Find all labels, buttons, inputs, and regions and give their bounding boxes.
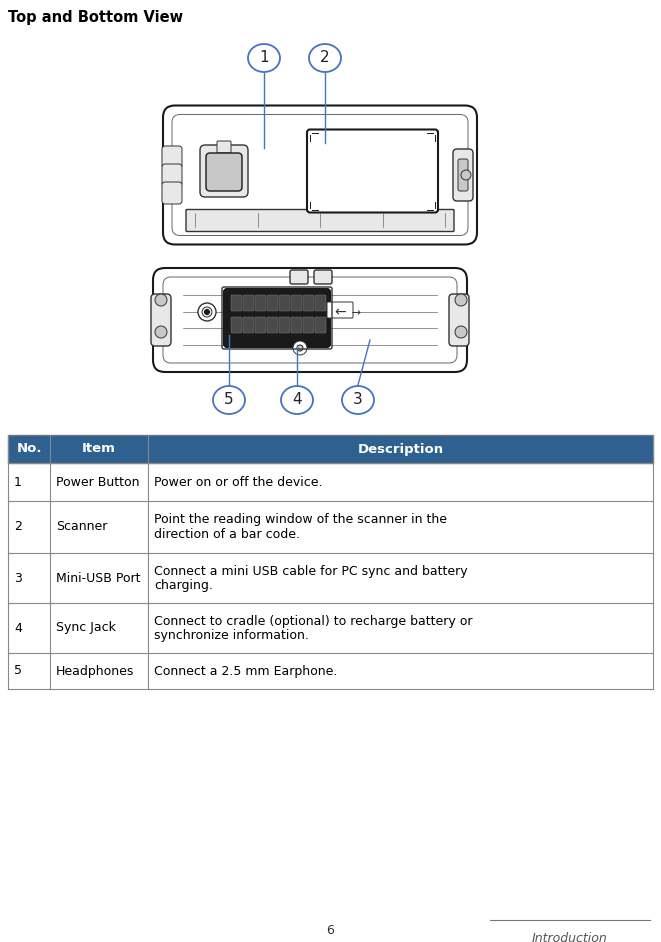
FancyBboxPatch shape (231, 295, 242, 311)
Circle shape (202, 307, 212, 317)
Circle shape (155, 326, 167, 338)
FancyBboxPatch shape (267, 317, 278, 333)
Ellipse shape (309, 44, 341, 72)
FancyBboxPatch shape (279, 317, 290, 333)
FancyBboxPatch shape (267, 295, 278, 311)
FancyBboxPatch shape (255, 317, 266, 333)
FancyBboxPatch shape (231, 317, 242, 333)
Circle shape (297, 345, 303, 351)
Text: 6: 6 (326, 924, 334, 937)
Bar (8, 463, 653, 501)
FancyBboxPatch shape (243, 317, 254, 333)
Text: Introduction: Introduction (532, 932, 608, 942)
Text: Power on or off the device.: Power on or off the device. (154, 476, 323, 489)
Ellipse shape (213, 386, 245, 414)
Text: 1: 1 (14, 476, 22, 489)
Circle shape (455, 294, 467, 306)
FancyBboxPatch shape (162, 182, 182, 204)
Text: 3: 3 (353, 393, 363, 408)
Circle shape (455, 326, 467, 338)
FancyBboxPatch shape (458, 159, 468, 191)
FancyBboxPatch shape (153, 268, 467, 372)
Text: 1: 1 (259, 51, 269, 66)
Text: Top and Bottom View: Top and Bottom View (8, 10, 183, 25)
Text: Item: Item (82, 443, 116, 456)
Bar (8, 435, 653, 463)
Circle shape (155, 294, 167, 306)
FancyBboxPatch shape (315, 295, 326, 311)
Text: 3: 3 (14, 572, 22, 584)
FancyBboxPatch shape (307, 129, 438, 213)
Text: Point the reading window of the scanner in the: Point the reading window of the scanner … (154, 513, 447, 527)
Bar (8, 603, 653, 653)
FancyBboxPatch shape (162, 146, 182, 168)
FancyBboxPatch shape (303, 317, 314, 333)
Text: 4: 4 (292, 393, 302, 408)
Text: 5: 5 (14, 664, 22, 677)
Ellipse shape (281, 386, 313, 414)
FancyBboxPatch shape (163, 106, 477, 245)
FancyBboxPatch shape (303, 295, 314, 311)
Text: Sync Jack: Sync Jack (56, 622, 116, 635)
Text: ←: ← (351, 305, 361, 315)
FancyBboxPatch shape (291, 295, 302, 311)
FancyBboxPatch shape (200, 145, 248, 197)
Circle shape (293, 341, 307, 355)
Ellipse shape (342, 386, 374, 414)
Text: 2: 2 (320, 51, 330, 66)
Text: ←: ← (334, 305, 346, 319)
FancyBboxPatch shape (314, 270, 332, 284)
FancyBboxPatch shape (449, 294, 469, 346)
Text: charging.: charging. (154, 578, 213, 592)
Text: Connect to cradle (optional) to recharge battery or: Connect to cradle (optional) to recharge… (154, 614, 473, 627)
Ellipse shape (248, 44, 280, 72)
Bar (8, 501, 653, 553)
Text: Description: Description (358, 443, 444, 456)
FancyBboxPatch shape (162, 164, 182, 186)
Text: 5: 5 (224, 393, 234, 408)
FancyBboxPatch shape (290, 270, 308, 284)
Circle shape (204, 310, 210, 315)
FancyBboxPatch shape (217, 141, 231, 153)
FancyBboxPatch shape (315, 317, 326, 333)
FancyBboxPatch shape (291, 317, 302, 333)
Bar (8, 653, 653, 689)
Text: direction of a bar code.: direction of a bar code. (154, 528, 300, 541)
FancyBboxPatch shape (255, 295, 266, 311)
Text: Connect a 2.5 mm Earphone.: Connect a 2.5 mm Earphone. (154, 664, 337, 677)
Circle shape (461, 170, 471, 180)
Text: Connect a mini USB cable for PC sync and battery: Connect a mini USB cable for PC sync and… (154, 564, 467, 577)
FancyBboxPatch shape (453, 149, 473, 201)
FancyBboxPatch shape (186, 209, 454, 232)
Text: Headphones: Headphones (56, 664, 134, 677)
Text: Scanner: Scanner (56, 521, 107, 533)
Text: synchronize information.: synchronize information. (154, 628, 309, 642)
Bar (8, 435, 653, 463)
FancyBboxPatch shape (206, 153, 242, 191)
Text: Mini-USB Port: Mini-USB Port (56, 572, 141, 584)
FancyBboxPatch shape (327, 302, 353, 318)
Text: No.: No. (17, 443, 42, 456)
Text: 4: 4 (14, 622, 22, 635)
FancyBboxPatch shape (224, 289, 330, 347)
Text: 2: 2 (14, 521, 22, 533)
FancyBboxPatch shape (151, 294, 171, 346)
Circle shape (198, 303, 216, 321)
Bar (8, 553, 653, 603)
Text: Power Button: Power Button (56, 476, 139, 489)
FancyBboxPatch shape (243, 295, 254, 311)
FancyBboxPatch shape (279, 295, 290, 311)
